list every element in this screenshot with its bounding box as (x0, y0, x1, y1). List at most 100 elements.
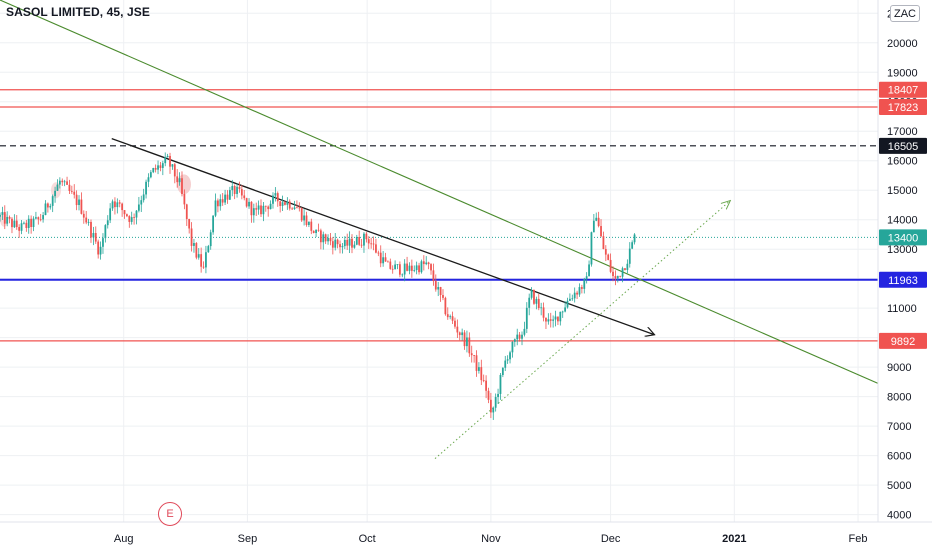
candle-body (339, 244, 341, 248)
price-axis[interactable]: 4000500060007000800090001000011000120001… (877, 0, 918, 522)
trend-line-rising-channel (434, 201, 730, 459)
candle-body (35, 217, 37, 219)
candle-body (133, 217, 135, 218)
candle-body (193, 243, 195, 246)
candle-body (497, 393, 499, 398)
candle-body (226, 194, 229, 200)
time-axis[interactable]: Aug Sep Oct Nov Dec 2021 Feb (0, 521, 932, 545)
candle-body (631, 242, 634, 249)
candle-body (619, 275, 622, 277)
candle-body (322, 234, 325, 243)
candle-body (87, 221, 90, 223)
candle-body (511, 341, 514, 353)
price-tick-label: 9000 (887, 362, 911, 374)
candle-body (415, 265, 418, 271)
candle-body (219, 199, 222, 207)
candle-body (363, 233, 365, 246)
candle-body (142, 194, 145, 201)
candle-body (23, 222, 25, 224)
candle-body (169, 155, 171, 167)
candle-body (37, 217, 40, 220)
candle-body (600, 226, 602, 237)
candle-body (590, 232, 593, 265)
candle-body (355, 237, 358, 245)
candle-body (1, 212, 4, 215)
candle-body (458, 332, 461, 336)
candle-body (260, 205, 262, 215)
candle-body (506, 359, 509, 361)
candle-body (63, 181, 66, 183)
candle-body (485, 380, 487, 391)
price-tag-label: 11963 (888, 275, 918, 287)
candle-body (44, 203, 47, 216)
candle-body (430, 264, 432, 271)
candle-body (454, 320, 456, 327)
horizontal-levels (0, 89, 878, 342)
price-tag-bg (879, 271, 927, 288)
price-tick-label: 17000 (887, 126, 918, 138)
candle-body (11, 218, 13, 228)
candle-body (389, 261, 392, 269)
candle-body (422, 261, 425, 265)
earnings-event-marker[interactable]: E (158, 502, 182, 526)
candle-body (406, 263, 408, 271)
candle-body (434, 281, 437, 290)
candle-body (425, 262, 428, 265)
candle-body (121, 203, 124, 211)
candle-body (307, 221, 310, 225)
candle-body (391, 268, 394, 270)
candle-body (624, 268, 626, 270)
candle-body (13, 220, 16, 228)
candle-body (274, 193, 277, 196)
candle-body (140, 200, 143, 205)
time-tick-label: 2021 (722, 533, 746, 545)
candle-body (592, 220, 595, 233)
candle-body (54, 190, 56, 197)
candle-body (379, 252, 382, 264)
candle-body (20, 223, 23, 231)
candle-body (116, 202, 119, 208)
candle-body (418, 265, 420, 273)
time-tick-label: Nov (481, 533, 501, 545)
candle-body (343, 239, 346, 247)
candle-body (367, 239, 370, 244)
candle-body (509, 352, 511, 360)
candle-body (576, 292, 578, 295)
candle-body (456, 326, 459, 333)
candle-body (480, 367, 483, 381)
time-tick-label: Sep (238, 533, 258, 545)
candle-body (614, 276, 617, 279)
candle-body (157, 165, 159, 170)
candle-body (58, 180, 61, 185)
time-tick-label: Oct (359, 533, 376, 545)
candle-body (94, 233, 97, 242)
candle-body (159, 165, 162, 168)
candle-body (288, 201, 291, 209)
candle-body (147, 177, 150, 182)
candle-body (446, 314, 449, 318)
candle-body (238, 186, 241, 190)
candle-body (212, 215, 215, 233)
price-tag-label: 18407 (888, 85, 919, 97)
candle-body (39, 219, 42, 221)
candle-body (331, 241, 334, 248)
candle-body (178, 178, 181, 183)
candle-body (504, 360, 507, 368)
candle-body (334, 239, 337, 248)
candle-body (398, 264, 401, 275)
candle-body (439, 287, 442, 296)
candle-body (451, 316, 454, 321)
candle-body (396, 264, 399, 266)
candle-body (351, 238, 353, 248)
candle-body (537, 298, 540, 309)
candle-body (315, 229, 317, 234)
candle-body (123, 210, 126, 215)
candle-body (597, 217, 600, 227)
candle-body (346, 239, 349, 246)
candle-body (408, 265, 411, 271)
currency-button[interactable]: ZAC (890, 5, 920, 22)
candle-body (255, 208, 258, 210)
candle-body (312, 230, 315, 234)
candle-body (106, 220, 109, 226)
